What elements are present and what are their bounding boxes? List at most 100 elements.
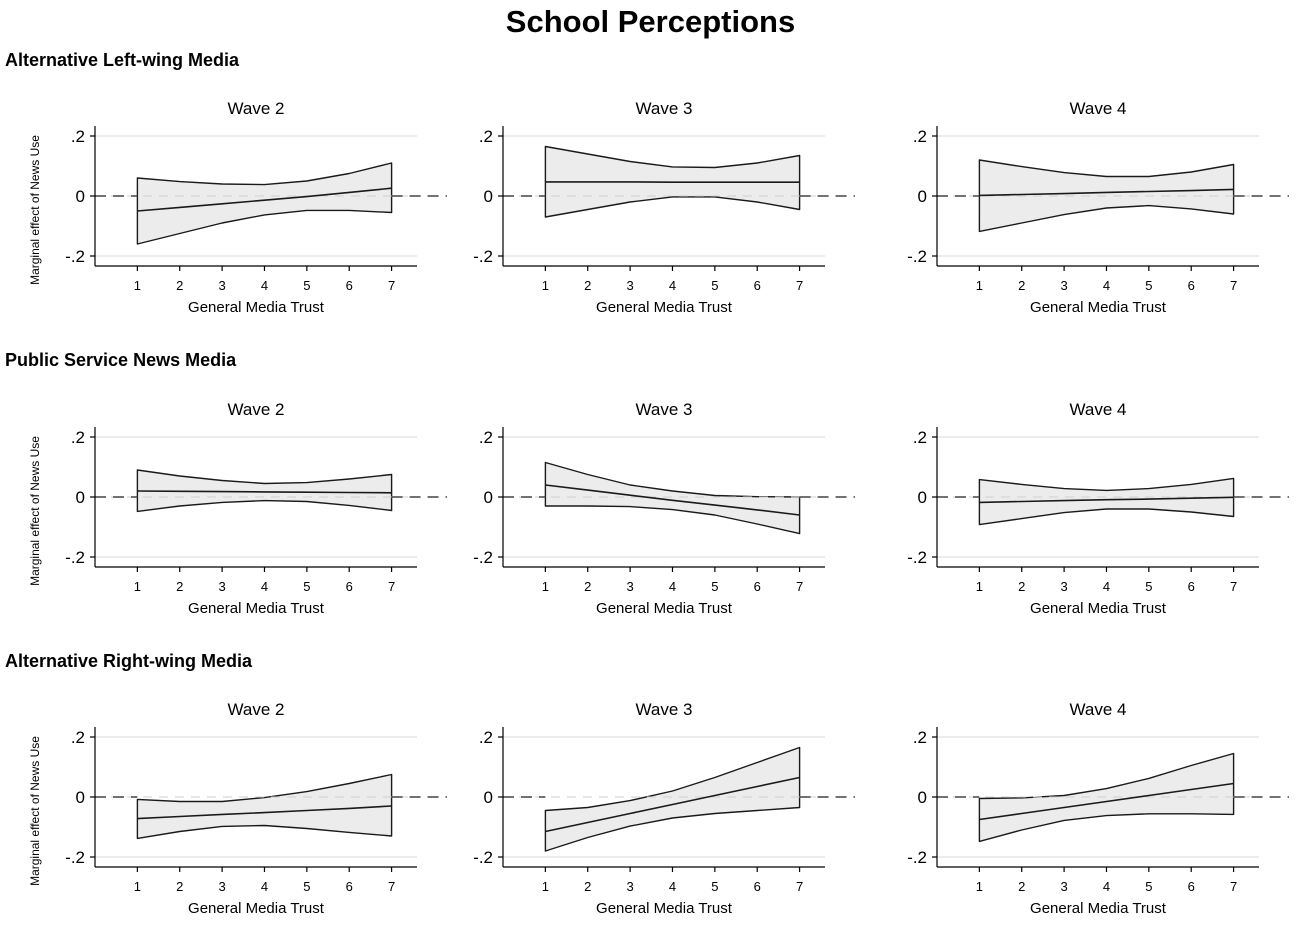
y-axis-title: Marginal effect of News Use [28,736,42,886]
panel-title: Wave 3 [635,400,692,419]
panel-9: Wave 4 .2 0 -.2 1 2 3 4 5 6 7 General Media Trust [907,700,1289,917]
x-tick-label: 5 [711,579,718,594]
x-tick-label: 5 [303,579,310,594]
x-tick-label: 2 [584,879,591,894]
y-tick-label: -.2 [473,548,493,567]
x-tick-label: 2 [1018,879,1025,894]
x-tick-label: 1 [542,278,549,293]
x-tick-label: 5 [1145,278,1152,293]
panel-2: Wave 3 .2 0 -.2 1 2 3 4 5 6 7 General Media Trust [473,99,855,316]
panel-6: Wave 4 .2 0 -.2 1 2 3 4 5 6 7 General Media Trust [907,400,1289,617]
y-tick-label: 0 [484,488,493,507]
y-tick-label: .2 [71,127,85,146]
y-tick-label: -.2 [907,548,927,567]
confidence-band [136,773,393,840]
row-title-left-wing: Alternative Left-wing Media [5,50,240,70]
y-tick-label: .2 [479,428,493,447]
x-tick-label: 3 [626,579,633,594]
row-title-right-wing: Alternative Right-wing Media [5,651,253,671]
panel-title: Wave 4 [1069,700,1126,719]
y-tick-label: -.2 [907,247,927,266]
x-axis-title: General Media Trust [188,900,325,917]
y-tick-label: -.2 [65,548,85,567]
x-axis-title: General Media Trust [1030,600,1167,617]
x-tick-label: 6 [1188,879,1195,894]
x-axis-title: General Media Trust [596,299,733,316]
row-title-public-service: Public Service News Media [5,350,237,370]
estimate-line [979,496,1234,504]
y-tick-label: .2 [913,728,927,747]
y-axis-title: Marginal effect of News Use [28,436,42,586]
x-tick-label: 4 [261,879,268,894]
y-tick-label: .2 [913,127,927,146]
estimate-line [137,187,392,212]
x-tick-label: 6 [346,278,353,293]
x-tick-label: 3 [1060,278,1067,293]
x-axis-title: General Media Trust [1030,299,1167,316]
x-tick-label: 6 [754,879,761,894]
y-tick-label: .2 [479,728,493,747]
x-tick-label: 1 [134,879,141,894]
x-tick-label: 1 [134,579,141,594]
y-tick-label: -.2 [473,848,493,867]
x-tick-label: 6 [1188,579,1195,594]
y-tick-label: -.2 [907,848,927,867]
x-tick-label: 3 [626,278,633,293]
confidence-band [978,752,1235,843]
y-tick-label: .2 [913,428,927,447]
estimate-line [545,484,800,516]
x-tick-label: 4 [669,278,676,293]
confidence-band [136,469,393,513]
x-tick-label: 6 [754,278,761,293]
confidence-band [544,746,801,852]
x-tick-label: 7 [796,579,803,594]
y-tick-label: .2 [479,127,493,146]
panel-7: Wave 2 .2 0 -.2 1 2 3 4 5 6 7 General Media Trust Ma… [28,700,447,917]
x-tick-label: 2 [584,579,591,594]
y-tick-label: 0 [918,488,927,507]
x-tick-label: 7 [1230,278,1237,293]
x-tick-label: 7 [388,879,395,894]
panel-3: Wave 4 .2 0 -.2 1 2 3 4 5 6 7 General Media Trust [907,99,1289,316]
y-tick-label: 0 [918,187,927,206]
x-tick-label: 6 [346,579,353,594]
x-tick-label: 6 [754,579,761,594]
confidence-band [978,159,1235,233]
panel-1: Wave 2 .2 0 -.2 1 2 3 4 5 6 7 General Media Trust Ma… [28,99,447,316]
x-tick-label: 1 [542,579,549,594]
y-tick-label: 0 [918,788,927,807]
panel-title: Wave 4 [1069,400,1126,419]
x-axis-title: General Media Trust [596,900,733,917]
figure-title: School Perceptions [505,4,796,39]
x-tick-label: 7 [1230,879,1237,894]
x-tick-label: 4 [261,278,268,293]
x-tick-label: 1 [976,579,983,594]
x-tick-label: 6 [1188,278,1195,293]
y-tick-label: 0 [484,187,493,206]
x-tick-label: 4 [669,579,676,594]
panel-title: Wave 2 [227,99,284,118]
x-tick-label: 3 [218,278,225,293]
y-tick-label: -.2 [65,848,85,867]
x-axis-title: General Media Trust [188,600,325,617]
x-tick-label: 4 [1103,879,1110,894]
estimate-line [979,188,1234,197]
x-tick-label: 5 [1145,879,1152,894]
panel-title: Wave 4 [1069,99,1126,118]
y-tick-label: 0 [484,788,493,807]
x-axis-title: General Media Trust [188,299,325,316]
x-tick-label: 3 [218,879,225,894]
x-tick-label: 1 [134,278,141,293]
x-tick-label: 1 [542,879,549,894]
panel-5: Wave 3 .2 0 -.2 1 2 3 4 5 6 7 General Media Trust [473,400,855,617]
x-tick-label: 4 [261,579,268,594]
x-axis-title: General Media Trust [596,600,733,617]
estimate-line [545,776,800,833]
x-tick-label: 2 [1018,579,1025,594]
x-tick-label: 2 [176,879,183,894]
confidence-band [544,461,801,535]
confidence-band [136,162,393,245]
x-tick-label: 7 [1230,579,1237,594]
